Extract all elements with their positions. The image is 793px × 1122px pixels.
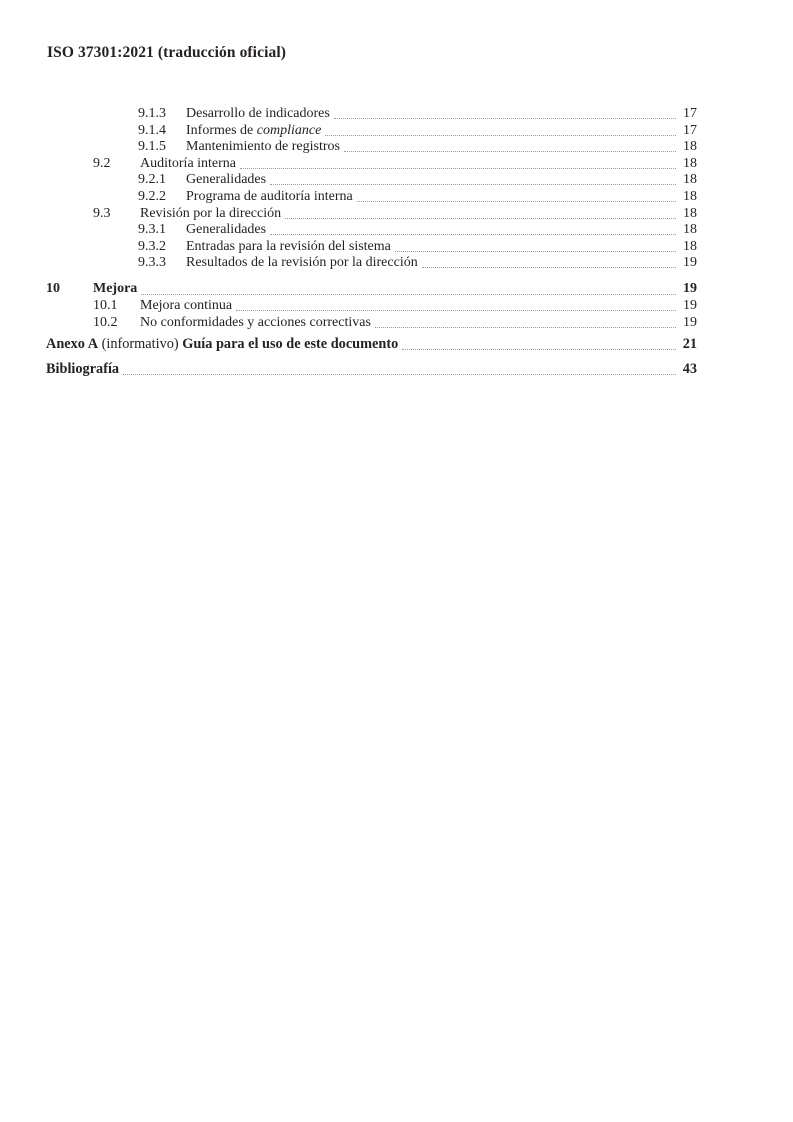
toc-entry-title: Generalidades (186, 222, 267, 238)
toc-leader-dots (141, 293, 676, 295)
toc-entry-title: Resultados de la revisión por la direcci… (186, 255, 418, 271)
toc-entry-page: 18 (683, 188, 697, 204)
toc-entry-number: 10 (46, 281, 60, 297)
toc-entry-9-2[interactable]: 9.2 Auditoría interna 18 (46, 156, 697, 173)
toc-leader-dots (402, 349, 676, 351)
toc-leader-dots (343, 151, 676, 153)
toc-entry-9-3-1[interactable]: 9.3.1 Generalidades 18 (46, 222, 697, 239)
toc-leader-dots (356, 201, 676, 203)
toc-entry-number: 10.1 (93, 298, 118, 314)
toc-leader-dots (270, 184, 676, 186)
annex-title: Guía para el uso de este documento (182, 336, 399, 353)
toc-entry-9-3-2[interactable]: 9.3.2 Entradas para la revisión del sist… (46, 239, 697, 256)
toc-entry-title: Entradas para la revisión del sistema (186, 238, 391, 254)
toc-leader-dots (421, 267, 676, 269)
toc-entry-annex-a[interactable]: Anexo A (informativo) Guía para el uso d… (46, 336, 697, 354)
toc-entry-9-3-3[interactable]: 9.3.3 Resultados de la revisión por la d… (46, 255, 697, 272)
toc-entry-number: 9.3.3 (138, 255, 166, 271)
toc-leader-dots (240, 167, 676, 169)
toc-entry-number: 9.1.5 (138, 139, 166, 155)
annex-qualifier: (informativo) (98, 336, 183, 353)
toc-entry-page: 18 (683, 172, 697, 188)
toc-entry-bibliografia[interactable]: Bibliografía 43 (46, 361, 697, 379)
toc-entry-title: Mejora (93, 281, 138, 297)
toc-entry-page: 43 (682, 360, 697, 377)
toc-leader-dots (236, 310, 676, 312)
toc-leader-dots (123, 373, 676, 375)
toc-entry-title: Bibliografía (46, 360, 120, 377)
toc-entry-number: 9.2 (93, 155, 111, 171)
toc-leader-dots (374, 326, 676, 328)
toc-entry-9-1-3[interactable]: 9.1.3 Desarrollo de indicadores 17 (46, 106, 697, 123)
toc-leader-dots (333, 118, 676, 120)
toc-entry-title: Desarrollo de indicadores (186, 106, 330, 121)
toc-entry-number: 9.1.4 (138, 122, 166, 138)
toc-entry-page: 17 (683, 122, 697, 138)
toc-entry-page: 18 (683, 205, 697, 221)
toc-entry-page: 18 (683, 222, 697, 238)
toc-entry-title: Revisión por la dirección (140, 205, 282, 221)
toc-entry-number: 9.3.2 (138, 238, 166, 254)
toc-entry-9-2-1[interactable]: 9.2.1 Generalidades 18 (46, 172, 697, 189)
toc-entry-page: 19 (683, 314, 697, 330)
toc-entry-10-2[interactable]: 10.2 No conformidades y acciones correct… (46, 315, 697, 332)
toc-leader-dots (285, 217, 676, 219)
toc-entry-page: 18 (683, 238, 697, 254)
toc-leader-dots (325, 134, 676, 136)
table-of-contents: 9.1.3 Desarrollo de indicadores 17 9.1.4… (46, 106, 697, 378)
toc-entry-title: Generalidades (186, 172, 267, 188)
toc-entry-title: Mejora continua (140, 298, 233, 314)
annex-label: Anexo A (46, 336, 99, 353)
toc-entry-page: 19 (683, 298, 697, 314)
toc-entry-title: Programa de auditoría interna (186, 188, 353, 204)
toc-entry-number: 9.2.1 (138, 172, 166, 188)
toc-entry-title: Mantenimiento de registros (186, 139, 340, 155)
toc-entry-9-3[interactable]: 9.3 Revisión por la dirección 18 (46, 206, 697, 223)
toc-entry-page: 18 (683, 155, 697, 171)
toc-entry-title: No conformidades y acciones correctivas (140, 314, 371, 330)
toc-entry-title: Auditoría interna (140, 155, 237, 171)
toc-entry-10-1[interactable]: 10.1 Mejora continua 19 (46, 298, 697, 315)
toc-leader-dots (270, 234, 676, 236)
page-header-title: ISO 37301:2021 (traducción oficial) (47, 44, 286, 61)
toc-entry-number: 9.3.1 (138, 222, 166, 238)
toc-entry-number: 9.3 (93, 205, 111, 221)
toc-entry-number: 10.2 (93, 314, 118, 330)
toc-entry-page: 17 (683, 106, 697, 121)
toc-entry-9-2-2[interactable]: 9.2.2 Programa de auditoría interna 18 (46, 189, 697, 206)
toc-leader-dots (394, 250, 676, 252)
toc-entry-page: 21 (682, 336, 697, 353)
toc-entry-title-text: Informes de (186, 122, 257, 138)
toc-entry-page: 19 (683, 255, 697, 271)
toc-entry-9-1-4[interactable]: 9.1.4 Informes de compliance 17 (46, 123, 697, 140)
toc-entry-title-italic: compliance (256, 122, 322, 138)
toc-entry-title: Anexo A (informativo) Guía para el uso d… (46, 336, 398, 354)
toc-entry-number: 9.2.2 (138, 188, 166, 204)
toc-entry-10[interactable]: 10 Mejora 19 (46, 281, 697, 298)
toc-entry-page: 18 (683, 139, 697, 155)
toc-entry-title: Informes de compliance (186, 123, 321, 140)
toc-entry-9-1-5[interactable]: 9.1.5 Mantenimiento de registros 18 (46, 139, 697, 156)
toc-entry-number: 9.1.3 (138, 106, 166, 121)
toc-entry-page: 19 (683, 281, 697, 297)
